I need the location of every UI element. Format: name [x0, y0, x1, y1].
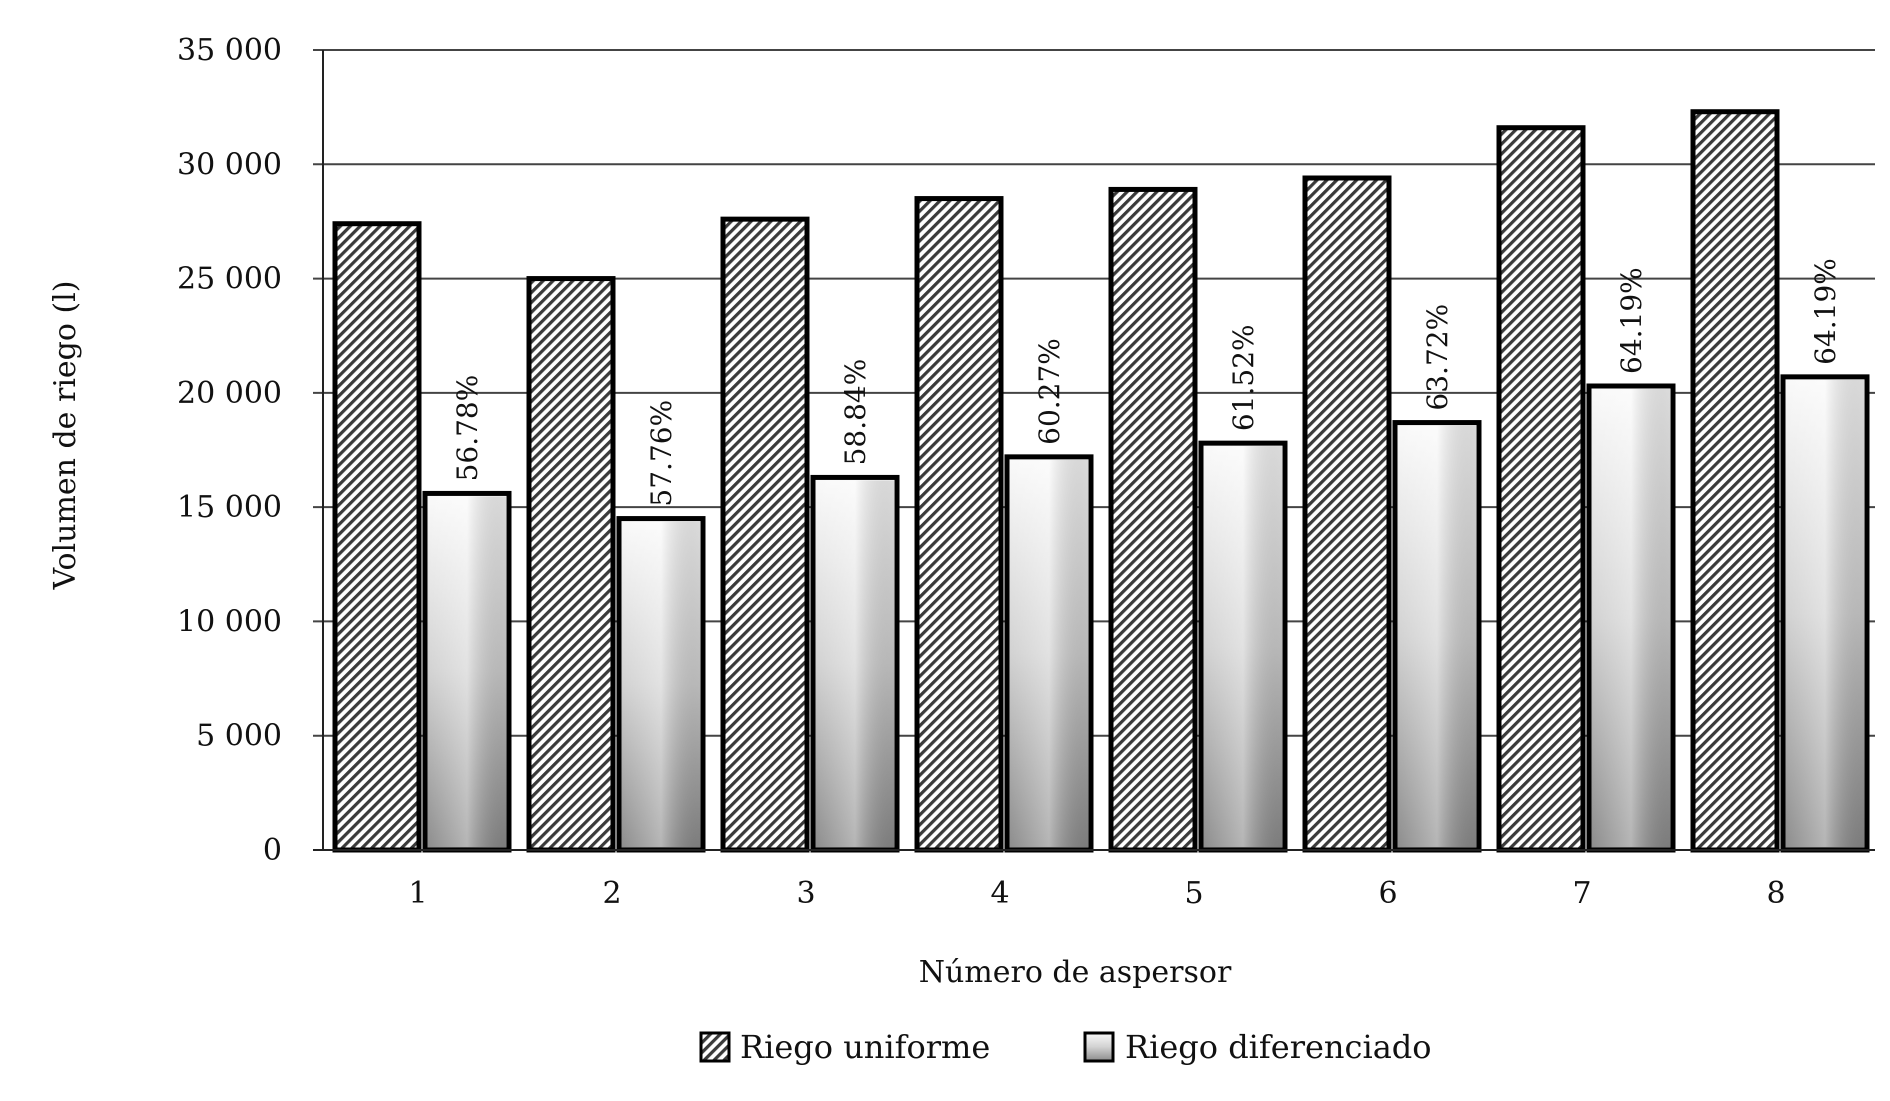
x-tick-label: 7: [1572, 876, 1591, 911]
y-tick-label: 10 000: [177, 604, 282, 639]
bar-riego-uniforme: [1302, 175, 1392, 853]
legend-label-riego-diferenciado: Riego diferenciado: [1125, 1028, 1432, 1066]
bar-riego-uniforme: [914, 196, 1004, 853]
bar-riego-uniforme: [1496, 125, 1586, 853]
data-label: 63.72%: [1421, 304, 1454, 411]
y-tick-label: 15 000: [177, 490, 282, 525]
bar-riego-diferenciado-shine: [1592, 389, 1670, 847]
x-tick-label: 5: [1184, 876, 1203, 911]
y-tick-label: 0: [263, 833, 282, 868]
bar-riego-uniforme: [1108, 186, 1198, 853]
x-tick-label: 3: [796, 876, 815, 911]
data-label: 61.52%: [1227, 324, 1260, 431]
legend-item-riego-uniforme: Riego uniforme: [699, 1028, 990, 1066]
bar-riego-uniforme: [1690, 109, 1780, 853]
bar-riego-diferenciado-shine: [622, 521, 700, 847]
legend-swatch-hatched: [699, 1031, 731, 1063]
x-axis-title: Número de aspersor: [919, 955, 1232, 990]
bar-riego-uniforme: [332, 221, 422, 853]
data-label: 57.76%: [645, 400, 678, 507]
data-label: 64.19%: [1809, 258, 1842, 365]
bar-riego-diferenciado-shine: [1204, 446, 1282, 847]
x-tick-labels: 1 2 3 4 5 6 7 8: [408, 876, 1785, 911]
x-tick-label: 8: [1766, 876, 1785, 911]
data-labels: 56.78% 57.76% 58.84% 60.27% 61.52% 63.72% 64.1…: [451, 258, 1842, 506]
x-tick-label: 1: [408, 876, 427, 911]
bar-riego-diferenciado-shine: [1398, 425, 1476, 847]
bar-riego-diferenciado-shine: [816, 480, 894, 847]
x-tick-label: 2: [602, 876, 621, 911]
legend: Riego uniforme Riego diferenciado: [699, 1028, 1432, 1066]
bars: [332, 109, 1870, 853]
y-tick-labels: 0 5 000 10 000 15 000 20 000 25 000 30 000 35 0…: [177, 33, 282, 868]
y-axis-title: Volumen de riego (l): [48, 281, 83, 591]
data-label: 58.84%: [839, 359, 872, 466]
y-tick-label: 35 000: [177, 33, 282, 68]
legend-swatch-gradient: [1083, 1031, 1115, 1063]
legend-item-riego-diferenciado: Riego diferenciado: [1083, 1028, 1432, 1066]
data-label: 56.78%: [451, 375, 484, 482]
data-label: 64.19%: [1615, 267, 1648, 374]
y-tick-label: 30 000: [177, 147, 282, 182]
bar-riego-diferenciado-shine: [428, 496, 506, 847]
data-label: 60.27%: [1033, 338, 1066, 445]
x-tick-label: 6: [1378, 876, 1397, 911]
legend-label-riego-uniforme: Riego uniforme: [740, 1028, 990, 1066]
y-tick-label: 25 000: [177, 262, 282, 297]
axes: [313, 50, 1875, 851]
y-tick-label: 5 000: [196, 719, 282, 754]
bar-riego-diferenciado-shine: [1010, 459, 1088, 847]
x-tick-label: 4: [990, 876, 1009, 911]
y-tick-label: 20 000: [177, 376, 282, 411]
bar-riego-uniforme: [720, 216, 810, 853]
bar-riego-diferenciado-shine: [1786, 379, 1864, 847]
bar-riego-uniforme: [526, 276, 616, 853]
